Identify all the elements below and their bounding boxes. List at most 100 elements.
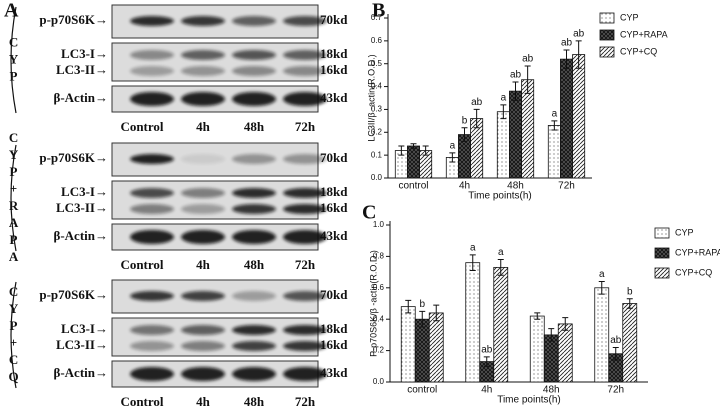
error-bar: [422, 145, 429, 156]
significance-label: a: [498, 247, 504, 258]
y-tick-label: 1.0: [373, 220, 385, 229]
bar: [414, 318, 430, 383]
y-tick-label: 0.6: [373, 283, 385, 292]
significance-label: ab: [573, 28, 585, 39]
blot-band: [283, 291, 327, 301]
blot-band: [283, 325, 327, 335]
legend-label: CYP: [620, 12, 639, 22]
bar: [496, 111, 510, 179]
panel-label: C: [362, 202, 376, 224]
blot-band: [283, 154, 327, 164]
bar: [547, 125, 561, 179]
row-label: p-p70S6K→: [39, 287, 108, 302]
bar: [428, 312, 444, 383]
lane-label: 72h: [295, 394, 316, 409]
error-bar: [551, 120, 558, 131]
row-label: LC3-II→: [56, 200, 108, 215]
significance-label: a: [450, 140, 456, 151]
blot-band: [232, 92, 276, 106]
blot-band: [232, 154, 276, 164]
group-label: CYP+CQ: [6, 284, 21, 386]
blot-band: [283, 204, 327, 214]
row-label: LC3-I→: [61, 46, 108, 61]
blot-band: [232, 50, 276, 60]
blot-band: [181, 66, 225, 76]
panel-label: A: [4, 0, 19, 22]
legend-label: CYP+RAPA: [675, 247, 720, 257]
y-tick-label: 0.2: [373, 346, 385, 355]
lane-label: Control: [120, 119, 163, 134]
blot-band: [130, 204, 174, 214]
blot-band: [130, 66, 174, 76]
blot-band: [232, 16, 276, 26]
significance-label: a: [470, 242, 476, 253]
legend-label: CYP+RAPA: [620, 29, 668, 39]
error-bar: [410, 143, 417, 149]
blot-band: [283, 341, 327, 351]
significance-label: ab: [481, 345, 493, 356]
significance-label: ab: [522, 54, 534, 65]
blot-band: [181, 341, 225, 351]
lane-label: 4h: [196, 257, 211, 272]
bar: [560, 58, 573, 179]
bar: [572, 54, 586, 179]
group-label: CYP: [6, 35, 21, 86]
blot-band: [232, 204, 276, 214]
y-tick-label: 0.3: [371, 105, 383, 114]
blot-band: [283, 50, 327, 60]
x-tick-label: 72h: [607, 385, 624, 396]
x-axis-label: Time points(h): [497, 395, 561, 406]
blot-band: [283, 92, 327, 106]
legend-swatch: [654, 247, 670, 259]
y-axis-label: LC3II/β -actin(R.O.D.): [366, 54, 376, 141]
row-label: p-p70S6K→: [39, 12, 108, 27]
lane-label: 48h: [244, 257, 265, 272]
blot-band: [283, 230, 327, 244]
y-tick-label: 0.0: [371, 173, 383, 182]
error-bar: [473, 108, 480, 129]
x-axis-label: Time points(h): [468, 191, 532, 202]
significance-label: b: [627, 286, 633, 297]
error-bar: [405, 299, 412, 314]
blot-band: [232, 291, 276, 301]
error-bar: [575, 40, 582, 69]
significance-label: b: [419, 299, 425, 310]
bar: [400, 306, 416, 383]
bracket: [10, 281, 17, 389]
legend-swatch: [599, 46, 615, 58]
bracket: [10, 144, 17, 252]
kd-label: 43kd: [320, 228, 348, 243]
y-tick-label: 0.5: [371, 59, 383, 68]
y-tick-label: 0.8: [373, 252, 385, 261]
kd-label: 18kd: [320, 46, 348, 61]
blot-band: [181, 325, 225, 335]
error-bar: [449, 152, 456, 163]
blot-band: [283, 66, 327, 76]
x-tick-label: control: [407, 385, 437, 396]
bar: [594, 287, 610, 383]
blot-band: [283, 16, 327, 26]
significance-label: ab: [510, 70, 522, 81]
bar: [521, 79, 535, 179]
legend-swatch: [654, 267, 670, 279]
significance-label: ab: [610, 335, 622, 346]
blot-band: [283, 367, 327, 381]
kd-label: 70kd: [320, 12, 348, 27]
kd-label: 18kd: [320, 184, 348, 199]
blot-band: [181, 291, 225, 301]
blot-band: [130, 92, 174, 106]
blot-band: [130, 367, 174, 381]
blot-band: [232, 325, 276, 335]
kd-label: 16kd: [320, 200, 348, 215]
panel-label: B: [372, 0, 385, 22]
bar: [407, 145, 420, 179]
y-tick-label: 0.0: [373, 377, 385, 386]
blot-band: [232, 66, 276, 76]
x-tick-label: 4h: [481, 385, 492, 396]
blot-band: [130, 154, 174, 164]
blot-band: [130, 188, 174, 198]
kd-label: 70kd: [320, 287, 348, 302]
bar: [465, 262, 481, 383]
